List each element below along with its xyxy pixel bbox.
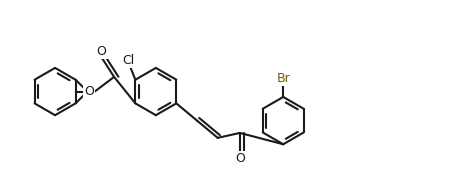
Text: O: O <box>235 152 245 165</box>
Text: Br: Br <box>276 72 290 85</box>
Text: O: O <box>85 85 94 98</box>
Text: Cl: Cl <box>122 53 134 67</box>
Text: O: O <box>97 45 106 58</box>
